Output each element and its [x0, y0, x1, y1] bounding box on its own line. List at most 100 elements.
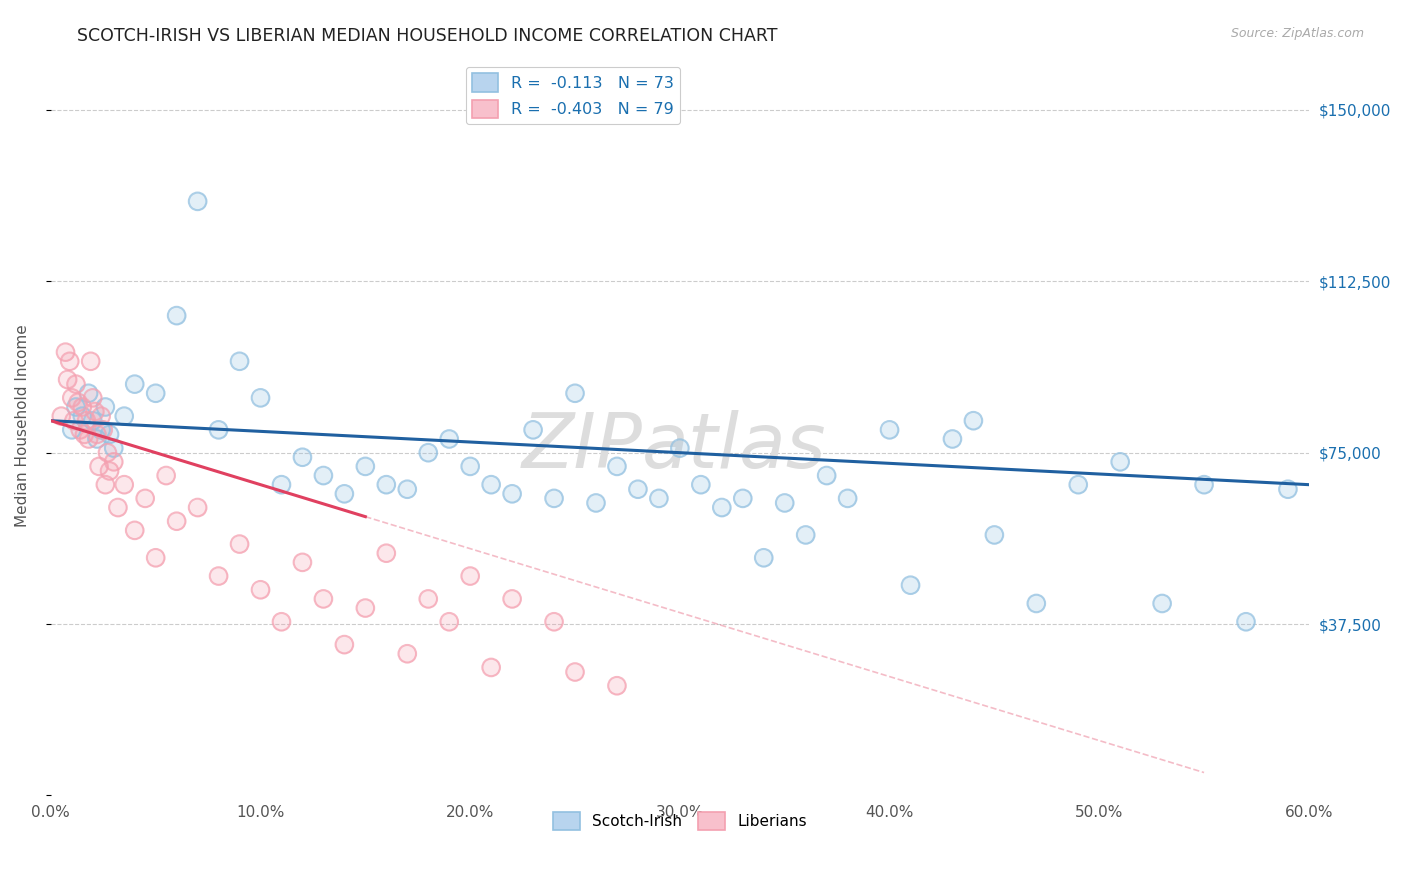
Point	[270, 615, 292, 629]
Point	[228, 537, 250, 551]
Point	[145, 550, 167, 565]
Point	[501, 487, 523, 501]
Point	[543, 615, 565, 629]
Point	[63, 414, 86, 428]
Point	[228, 354, 250, 368]
Point	[375, 477, 398, 491]
Point	[1109, 455, 1132, 469]
Point	[794, 528, 817, 542]
Point	[418, 445, 440, 459]
Point	[501, 487, 523, 501]
Point	[669, 441, 692, 455]
Legend: Scotch-Irish, Liberians: Scotch-Irish, Liberians	[547, 806, 813, 836]
Point	[134, 491, 156, 506]
Point	[312, 591, 335, 606]
Point	[73, 427, 96, 442]
Point	[941, 432, 963, 446]
Point	[55, 345, 77, 359]
Point	[439, 615, 461, 629]
Point	[91, 423, 114, 437]
Point	[65, 400, 87, 414]
Point	[773, 496, 796, 510]
Point	[107, 500, 129, 515]
Point	[77, 432, 100, 446]
Text: SCOTCH-IRISH VS LIBERIAN MEDIAN HOUSEHOLD INCOME CORRELATION CHART: SCOTCH-IRISH VS LIBERIAN MEDIAN HOUSEHOL…	[77, 27, 778, 45]
Point	[90, 423, 112, 437]
Point	[396, 647, 419, 661]
Point	[1234, 615, 1257, 629]
Point	[83, 404, 105, 418]
Point	[90, 409, 112, 424]
Point	[60, 423, 83, 437]
Point	[96, 445, 118, 459]
Point	[98, 464, 121, 478]
Point	[249, 391, 271, 405]
Point	[1234, 615, 1257, 629]
Y-axis label: Median Household Income: Median Household Income	[15, 324, 30, 526]
Text: atlas: atlas	[643, 410, 827, 484]
Point	[479, 660, 502, 674]
Point	[1152, 597, 1174, 611]
Point	[1277, 482, 1299, 496]
Point	[59, 354, 82, 368]
Point	[166, 514, 188, 528]
Point	[73, 427, 96, 442]
Point	[82, 391, 104, 405]
Point	[86, 432, 108, 446]
Point	[333, 487, 356, 501]
Point	[51, 409, 73, 424]
Point	[55, 345, 77, 359]
Point	[458, 569, 481, 583]
Point	[82, 414, 104, 428]
Point	[90, 423, 112, 437]
Point	[543, 491, 565, 506]
Point	[67, 395, 90, 409]
Point	[418, 591, 440, 606]
Point	[479, 660, 502, 674]
Point	[375, 546, 398, 560]
Point	[648, 491, 671, 506]
Point	[458, 569, 481, 583]
Point	[94, 477, 117, 491]
Point	[124, 524, 146, 538]
Point	[187, 194, 209, 209]
Point	[333, 638, 356, 652]
Point	[333, 487, 356, 501]
Point	[94, 400, 117, 414]
Point	[564, 386, 586, 401]
Point	[72, 409, 94, 424]
Point	[354, 459, 377, 474]
Text: ZIP: ZIP	[522, 410, 643, 484]
Point	[112, 409, 135, 424]
Point	[103, 455, 125, 469]
Point	[65, 400, 87, 414]
Point	[689, 477, 711, 491]
Point	[354, 459, 377, 474]
Point	[396, 647, 419, 661]
Point	[1109, 455, 1132, 469]
Point	[396, 482, 419, 496]
Point	[291, 450, 314, 465]
Point	[479, 477, 502, 491]
Point	[124, 377, 146, 392]
Point	[166, 514, 188, 528]
Point	[1277, 482, 1299, 496]
Point	[79, 354, 101, 368]
Point	[879, 423, 901, 437]
Point	[94, 400, 117, 414]
Point	[60, 423, 83, 437]
Point	[228, 537, 250, 551]
Point	[522, 423, 544, 437]
Point	[77, 432, 100, 446]
Point	[124, 524, 146, 538]
Point	[112, 477, 135, 491]
Point	[166, 309, 188, 323]
Point	[543, 491, 565, 506]
Point	[815, 468, 838, 483]
Point	[98, 427, 121, 442]
Point	[962, 414, 984, 428]
Point	[87, 459, 110, 474]
Point	[155, 468, 177, 483]
Point	[187, 500, 209, 515]
Point	[585, 496, 607, 510]
